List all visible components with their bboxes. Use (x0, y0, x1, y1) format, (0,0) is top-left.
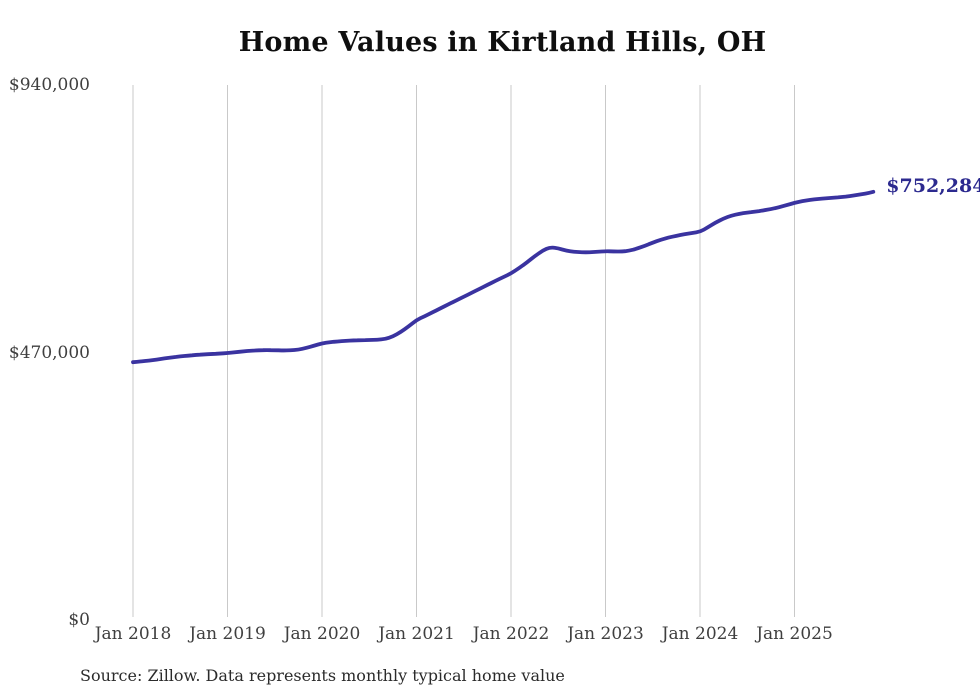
y-axis-tick-label-middle: $470,000 (8, 342, 90, 363)
x-axis-tick-label-2019: Jan 2019 (189, 624, 266, 644)
y-axis-tick-label-zero: $0 (68, 610, 90, 630)
x-axis-tick-label-2018: Jan 2018 (94, 624, 172, 644)
gridlines (132, 85, 795, 617)
x-axis-tick-label-2022: Jan 2022 (472, 624, 550, 644)
x-axis-tick-label-2020: Jan 2020 (283, 624, 361, 644)
home-value-line (131, 189, 876, 365)
chart-title: Home Values in Kirtland Hills, OH (238, 27, 767, 58)
x-axis-tick-label-2025: Jan 2025 (756, 624, 833, 644)
source-note: Source: Zillow. Data represents monthly … (80, 666, 565, 685)
x-axis-tick-label-2021: Jan 2021 (378, 624, 455, 644)
current-value-label: $752,284 (886, 174, 980, 197)
y-axis-tick-label-top: $940,000 (8, 75, 90, 95)
x-axis-tick-label-2024: Jan 2024 (661, 624, 739, 644)
x-axis-tick-label-2023: Jan 2023 (567, 624, 644, 644)
